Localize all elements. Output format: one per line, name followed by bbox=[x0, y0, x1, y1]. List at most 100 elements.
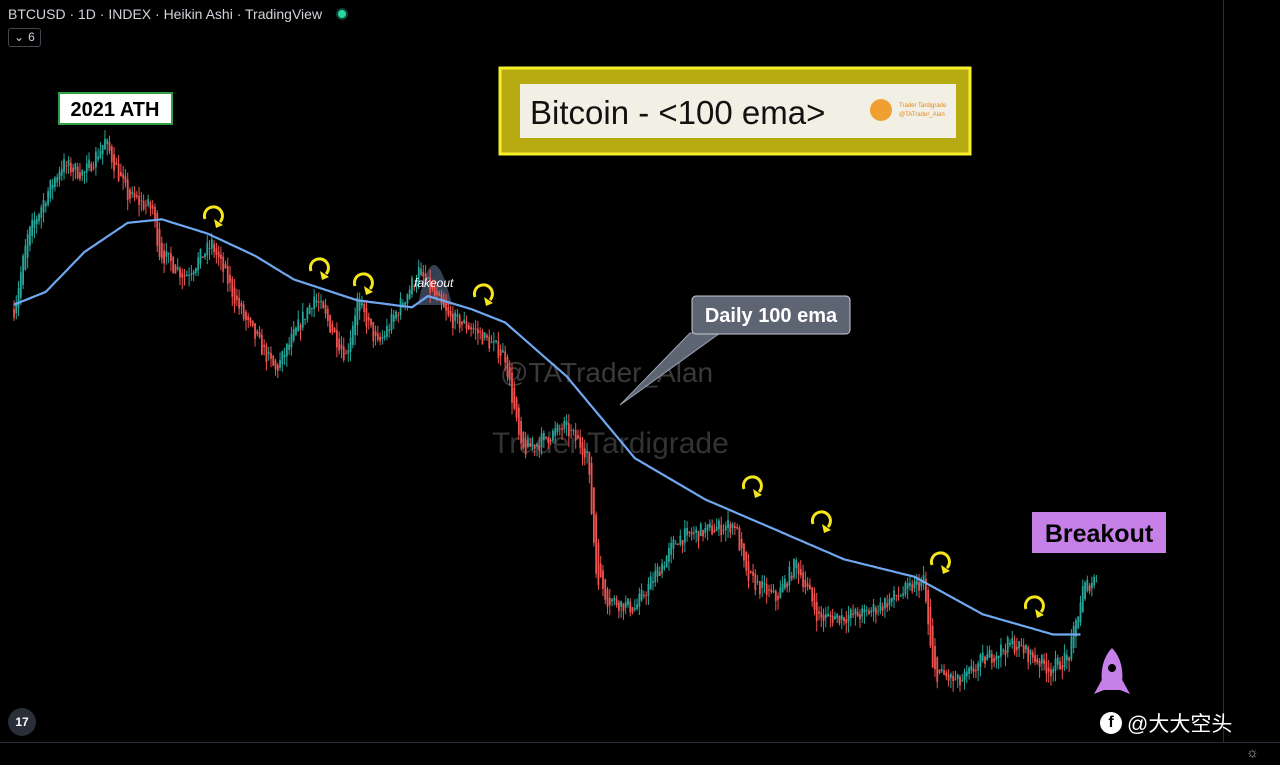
candle-body bbox=[192, 271, 195, 275]
candle-body bbox=[147, 199, 150, 206]
candle-body bbox=[265, 345, 268, 363]
price-axis[interactable] bbox=[1223, 0, 1280, 742]
candle-body bbox=[349, 337, 352, 352]
candle-body bbox=[138, 195, 140, 206]
candle-body bbox=[97, 156, 100, 160]
candle-body bbox=[531, 444, 534, 446]
candle-body bbox=[538, 445, 541, 450]
indicator-count: 6 bbox=[28, 30, 35, 44]
candle-body bbox=[474, 328, 477, 330]
candle-body bbox=[693, 532, 695, 534]
symbol-title[interactable]: BTCUSD · 1D · INDEX · Heikin Ashi · Trad… bbox=[8, 6, 323, 22]
candle-body bbox=[856, 611, 859, 617]
title-text: Bitcoin - <100 ema> bbox=[530, 94, 825, 131]
candle-body bbox=[258, 332, 261, 337]
candle-body bbox=[981, 652, 984, 661]
candle-body bbox=[129, 189, 131, 199]
watermark-brand-text: Trader Tardigrade bbox=[492, 427, 729, 460]
candle-body bbox=[144, 204, 147, 206]
candle-body bbox=[26, 233, 29, 258]
candle-body bbox=[442, 298, 445, 308]
candle-body bbox=[920, 579, 923, 587]
candle-body bbox=[65, 165, 68, 167]
candle-body bbox=[1050, 669, 1052, 677]
candle-body bbox=[476, 328, 479, 334]
candle-body bbox=[356, 297, 359, 326]
candle-body bbox=[683, 528, 686, 543]
candle-body bbox=[561, 428, 563, 430]
candle-body bbox=[793, 559, 795, 578]
candle-body bbox=[849, 609, 852, 619]
candle-body bbox=[94, 151, 97, 168]
candle-body bbox=[299, 325, 302, 330]
candle-body bbox=[956, 674, 959, 679]
candle-body bbox=[959, 676, 961, 686]
candle-body bbox=[117, 163, 120, 181]
candle-body bbox=[401, 303, 404, 307]
candle-body bbox=[656, 566, 659, 577]
candle-body bbox=[674, 543, 677, 545]
candle-body bbox=[199, 249, 202, 264]
candle-body bbox=[85, 163, 88, 173]
candle-body bbox=[436, 291, 438, 295]
candle-body bbox=[342, 346, 345, 360]
candle-body bbox=[233, 287, 236, 304]
candle-body bbox=[151, 205, 154, 209]
candle-body bbox=[527, 439, 529, 448]
candle-body bbox=[899, 595, 902, 597]
watermark-handle-text: @TATrader_Alan bbox=[500, 357, 713, 388]
candle-body bbox=[1036, 658, 1039, 663]
rocket-window-icon bbox=[1108, 664, 1116, 672]
candle-body bbox=[308, 305, 311, 314]
candle-body bbox=[652, 581, 654, 583]
candle-body bbox=[888, 598, 891, 606]
candle-body bbox=[154, 207, 156, 219]
candle-body bbox=[283, 355, 286, 358]
candle-body bbox=[718, 520, 720, 530]
candle-body bbox=[929, 606, 932, 646]
candle-body bbox=[988, 650, 991, 658]
candle-body bbox=[472, 328, 475, 330]
candle-body bbox=[797, 564, 800, 575]
candle-body bbox=[690, 532, 693, 535]
candle-body bbox=[381, 337, 384, 339]
gear-icon[interactable]: ☼ bbox=[1246, 744, 1259, 760]
ema-callout-label: Daily 100 ema bbox=[705, 305, 838, 327]
candle-body bbox=[672, 539, 675, 549]
candle-body bbox=[101, 144, 104, 155]
candle-body bbox=[731, 523, 734, 529]
candle-body bbox=[615, 599, 618, 606]
candle-body bbox=[290, 334, 293, 348]
candle-body bbox=[1011, 637, 1014, 644]
candle-body bbox=[135, 195, 138, 197]
candle-body bbox=[285, 343, 288, 357]
candle-body bbox=[1034, 654, 1036, 662]
candle-body bbox=[297, 319, 300, 332]
candle-body bbox=[479, 331, 482, 333]
candle-body bbox=[351, 325, 354, 345]
candle-body bbox=[345, 353, 347, 355]
candle-body bbox=[181, 272, 184, 278]
candle-body bbox=[445, 303, 447, 311]
candle-body bbox=[790, 575, 793, 579]
indicator-collapse-button[interactable]: ⌄ 6 bbox=[8, 28, 41, 47]
candle-body bbox=[520, 420, 523, 444]
candle-body bbox=[422, 271, 425, 277]
candle-body bbox=[722, 529, 725, 531]
candle-body bbox=[204, 253, 206, 258]
tradingview-logo-icon[interactable]: 17 bbox=[8, 708, 36, 736]
candle-body bbox=[738, 527, 741, 551]
candle-body bbox=[456, 314, 459, 317]
candle-body bbox=[397, 315, 400, 317]
candle-body bbox=[954, 678, 957, 680]
candle-body bbox=[324, 304, 327, 314]
candle-body bbox=[686, 527, 689, 536]
candle-body bbox=[354, 315, 356, 336]
candle-body bbox=[1079, 602, 1082, 623]
candle-body bbox=[483, 332, 486, 338]
candle-body bbox=[788, 566, 791, 586]
time-axis[interactable] bbox=[0, 742, 1280, 765]
candle-body bbox=[727, 519, 729, 528]
candle-body bbox=[197, 257, 200, 271]
candle-body bbox=[106, 139, 109, 145]
